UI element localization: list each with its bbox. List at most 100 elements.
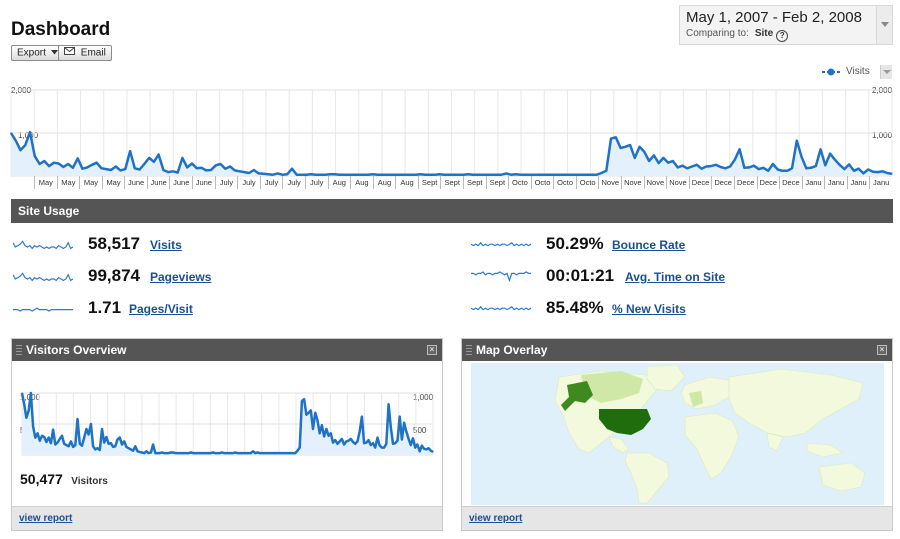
x-tick-label: Aug bbox=[350, 176, 373, 189]
data-point bbox=[292, 452, 294, 454]
data-point bbox=[281, 174, 284, 176]
data-point bbox=[419, 173, 422, 175]
bounce-rate-link[interactable]: Bounce Rate bbox=[612, 238, 686, 252]
x-tick-label: Aug bbox=[327, 176, 351, 189]
visitors-chart[interactable] bbox=[12, 387, 442, 459]
visitors-overview-header[interactable]: Visitors Overview × bbox=[12, 339, 442, 361]
date-range-picker[interactable]: May 1, 2007 - Feb 2, 2008 Comparing to: S… bbox=[679, 5, 893, 45]
data-point bbox=[228, 452, 230, 454]
data-point bbox=[381, 446, 383, 449]
alaska-land bbox=[561, 381, 593, 411]
data-point bbox=[162, 169, 164, 171]
map-overlay-header[interactable]: Map Overlay × bbox=[462, 339, 892, 361]
data-point bbox=[272, 452, 274, 454]
data-point bbox=[491, 174, 493, 176]
data-point bbox=[287, 452, 290, 454]
pageviews-link[interactable]: Pageviews bbox=[150, 270, 212, 284]
data-point bbox=[239, 452, 241, 454]
data-point bbox=[610, 137, 612, 140]
data-point bbox=[68, 445, 70, 447]
pages-per-visit-link[interactable]: Pages/Visit bbox=[129, 302, 193, 316]
data-point bbox=[276, 452, 279, 454]
data-point bbox=[367, 174, 369, 176]
data-point bbox=[34, 155, 36, 157]
data-point bbox=[296, 450, 299, 452]
data-point bbox=[23, 403, 25, 405]
data-point bbox=[121, 443, 123, 446]
data-point bbox=[158, 153, 160, 156]
x-tick-label: July bbox=[237, 176, 260, 189]
metric-value: 50.29% bbox=[546, 234, 604, 253]
data-point bbox=[214, 452, 216, 454]
metric-select-icon[interactable] bbox=[880, 65, 892, 79]
avg-time-link[interactable]: Avg. Time on Site bbox=[625, 270, 726, 284]
data-point bbox=[232, 452, 234, 454]
data-point bbox=[91, 164, 93, 166]
data-point bbox=[596, 174, 598, 176]
data-point bbox=[299, 446, 301, 449]
data-point bbox=[129, 150, 131, 152]
data-point bbox=[548, 174, 550, 176]
close-icon[interactable]: × bbox=[877, 345, 887, 355]
new-visits-link[interactable]: % New Visits bbox=[612, 302, 686, 316]
drag-handle-icon[interactable] bbox=[16, 345, 22, 355]
panel-footer: view report bbox=[12, 506, 442, 530]
data-point bbox=[300, 174, 303, 176]
data-point bbox=[700, 168, 703, 170]
data-point bbox=[281, 452, 283, 454]
export-button[interactable]: Export bbox=[11, 45, 64, 61]
series-marker-icon bbox=[822, 68, 840, 76]
visitors-label: Visitors bbox=[71, 476, 108, 487]
data-point bbox=[391, 174, 393, 176]
data-point bbox=[824, 164, 826, 166]
data-point bbox=[724, 167, 726, 169]
view-report-link[interactable]: view report bbox=[469, 513, 523, 524]
data-point bbox=[205, 169, 207, 172]
data-point bbox=[639, 146, 641, 148]
data-point bbox=[85, 428, 88, 430]
data-point bbox=[323, 435, 325, 437]
data-point bbox=[729, 165, 731, 168]
sparkline-path bbox=[471, 305, 531, 311]
help-icon[interactable]: ? bbox=[776, 30, 789, 42]
data-point bbox=[258, 172, 260, 175]
data-point bbox=[29, 131, 31, 133]
data-point bbox=[139, 451, 141, 453]
drag-handle-icon[interactable] bbox=[466, 345, 472, 355]
chart-legend[interactable]: Visits bbox=[818, 65, 892, 79]
data-point bbox=[370, 444, 372, 446]
data-point bbox=[672, 160, 674, 162]
data-point bbox=[208, 452, 210, 454]
visits-chart[interactable] bbox=[0, 80, 900, 180]
sparkline-path bbox=[13, 240, 73, 250]
data-point bbox=[330, 432, 332, 434]
data-point bbox=[186, 166, 188, 168]
data-point bbox=[74, 444, 76, 446]
x-tick-label: July bbox=[282, 176, 305, 189]
date-range-dropdown-icon[interactable] bbox=[876, 6, 892, 44]
data-point bbox=[443, 174, 445, 176]
data-point bbox=[591, 174, 593, 176]
view-report-link[interactable]: view report bbox=[19, 513, 73, 524]
visits-link[interactable]: Visits bbox=[150, 238, 182, 252]
data-point bbox=[48, 437, 50, 439]
data-point bbox=[83, 437, 85, 439]
data-point bbox=[539, 174, 541, 176]
data-point bbox=[767, 170, 769, 172]
data-point bbox=[115, 165, 117, 168]
x-tick-label: Nove bbox=[666, 176, 689, 189]
indonesia-land bbox=[806, 442, 844, 458]
data-point bbox=[383, 446, 385, 449]
world-map[interactable] bbox=[471, 363, 884, 505]
sparkline-path bbox=[13, 307, 73, 312]
close-icon[interactable]: × bbox=[427, 345, 437, 355]
data-point bbox=[167, 171, 169, 173]
data-point bbox=[36, 432, 39, 434]
data-point bbox=[781, 170, 784, 172]
data-point bbox=[145, 450, 148, 452]
data-point bbox=[314, 412, 316, 414]
data-point bbox=[303, 398, 305, 400]
data-point bbox=[234, 169, 236, 172]
metric-pageviews: 99,874 Pageviews bbox=[13, 266, 433, 288]
email-button[interactable]: Email bbox=[58, 45, 112, 61]
